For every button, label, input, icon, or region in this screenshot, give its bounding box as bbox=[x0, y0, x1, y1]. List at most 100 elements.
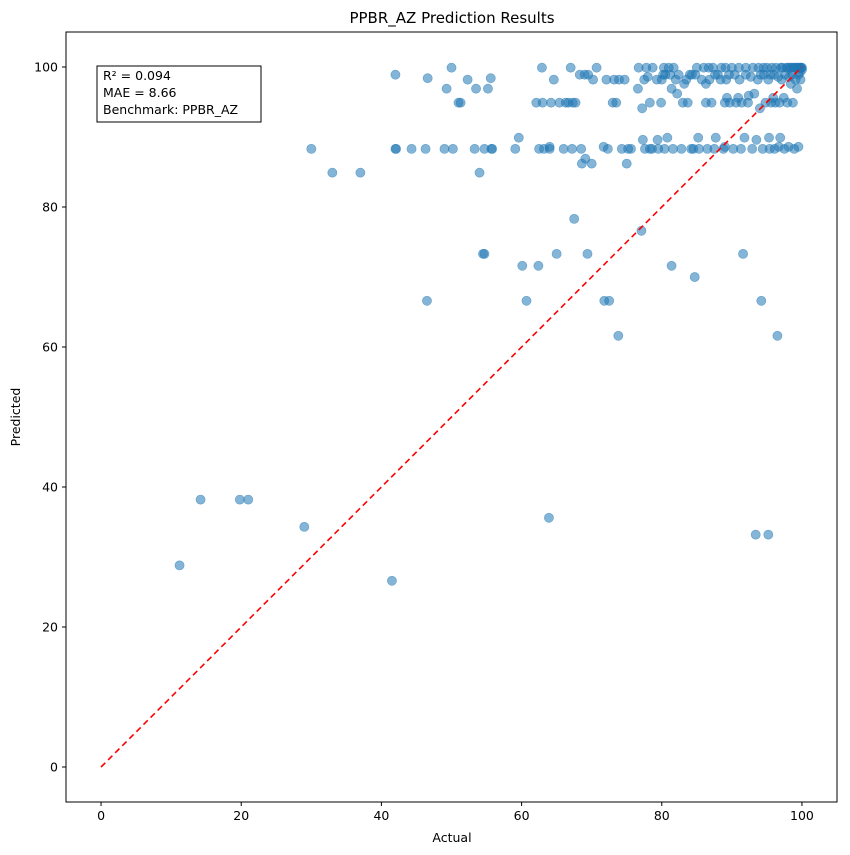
scatter-point bbox=[586, 158, 597, 169]
scatter-point bbox=[327, 167, 338, 178]
scatter-point bbox=[764, 132, 774, 143]
x-tick-label: 20 bbox=[233, 808, 249, 823]
stats-benchmark: Benchmark: PPBR_AZ bbox=[103, 102, 238, 117]
scatter-point bbox=[749, 88, 760, 99]
scatter-point bbox=[619, 74, 630, 85]
scatter-point bbox=[652, 134, 663, 145]
scatter-point bbox=[739, 132, 750, 143]
y-tick-label: 60 bbox=[42, 340, 58, 355]
scatter-point bbox=[234, 494, 245, 505]
scatter-point bbox=[551, 248, 562, 259]
scatter-point bbox=[569, 213, 580, 224]
scatter-point bbox=[797, 64, 807, 75]
reference-line bbox=[100, 66, 803, 768]
scatter-point bbox=[611, 97, 622, 108]
scatter-point bbox=[763, 529, 774, 540]
scatter-point bbox=[406, 143, 417, 154]
scatter-point bbox=[462, 74, 473, 85]
stats-r2: R² = 0.094 bbox=[103, 68, 171, 83]
x-tick-label: 80 bbox=[654, 808, 670, 823]
scatter-point bbox=[471, 83, 481, 94]
scatter-point bbox=[792, 83, 802, 94]
scatter-point bbox=[243, 494, 254, 505]
scatter-point bbox=[306, 143, 317, 154]
chart-title: PPBR_AZ Prediction Results bbox=[349, 9, 554, 28]
scatter-point bbox=[694, 143, 704, 154]
scatter-point bbox=[390, 69, 401, 80]
scatter-point bbox=[355, 167, 366, 178]
y-tick-label: 40 bbox=[42, 480, 58, 495]
scatter-point bbox=[420, 143, 431, 154]
scatter-point bbox=[591, 62, 602, 73]
scatter-point bbox=[676, 143, 687, 154]
scatter-point bbox=[537, 62, 547, 73]
scatter-point bbox=[637, 103, 648, 114]
scatter-point bbox=[689, 272, 700, 282]
scatter-point bbox=[604, 295, 615, 306]
y-tick-label: 20 bbox=[42, 620, 58, 635]
scatter-point bbox=[772, 330, 783, 341]
scatter-point bbox=[613, 330, 624, 341]
scatter-point bbox=[756, 295, 767, 306]
scatter-point bbox=[710, 132, 721, 143]
scatter-point bbox=[747, 143, 758, 154]
scatter-point bbox=[668, 143, 678, 154]
scatter-point bbox=[548, 74, 559, 85]
scatter-point bbox=[668, 62, 679, 73]
scatter-point bbox=[448, 143, 458, 154]
y-tick-label: 0 bbox=[50, 760, 58, 775]
scatter-point bbox=[750, 529, 761, 540]
scatter-point bbox=[546, 97, 556, 108]
scatter-point bbox=[439, 143, 450, 154]
scatter-point bbox=[626, 143, 636, 154]
scatter-point bbox=[474, 167, 485, 178]
scatter-point bbox=[642, 71, 653, 82]
scatter-point bbox=[738, 248, 748, 259]
scatter-point bbox=[485, 73, 496, 84]
scatter-point bbox=[487, 143, 498, 154]
scatter-point bbox=[299, 522, 310, 532]
scatter-point bbox=[513, 132, 524, 143]
scatter-point bbox=[637, 134, 648, 145]
scatter-point bbox=[565, 62, 576, 73]
scatter-point bbox=[483, 83, 493, 94]
scatter-point bbox=[517, 260, 528, 271]
x-tick-label: 60 bbox=[514, 808, 530, 823]
scatter-point bbox=[558, 143, 569, 154]
scatter-point bbox=[422, 73, 433, 84]
scatter-point bbox=[195, 494, 206, 505]
scatter-point bbox=[537, 97, 548, 108]
scatter-point bbox=[582, 248, 593, 259]
scatter-point bbox=[441, 83, 452, 94]
scatter-point bbox=[659, 143, 670, 154]
scatter-point bbox=[544, 143, 555, 154]
stats-annotation-box: R² = 0.094 MAE = 8.66 Benchmark: PPBR_AZ bbox=[96, 65, 262, 123]
scatter-point bbox=[455, 97, 466, 108]
scatter-point bbox=[174, 560, 185, 571]
scatter-point bbox=[787, 97, 798, 108]
x-tick-label: 40 bbox=[373, 808, 389, 823]
scatter-point bbox=[693, 132, 704, 143]
scatter-point bbox=[662, 132, 673, 143]
stats-mae: MAE = 8.66 bbox=[103, 85, 177, 100]
scatter-point bbox=[510, 143, 521, 154]
scatter-point bbox=[469, 143, 480, 154]
scatter-point bbox=[795, 74, 806, 85]
y-tick-label: 80 bbox=[42, 200, 58, 215]
scatter-point bbox=[567, 143, 577, 154]
scatter-point bbox=[422, 295, 432, 306]
scatter-point bbox=[706, 97, 717, 108]
scatter-point bbox=[633, 83, 643, 94]
scatter-point bbox=[666, 260, 677, 271]
y-tick-label: 100 bbox=[34, 60, 58, 75]
scatter-point bbox=[736, 143, 746, 154]
scatter-point bbox=[533, 260, 544, 271]
scatter-point bbox=[602, 143, 613, 154]
scatter-point bbox=[588, 74, 598, 85]
y-axis-label: Predicted bbox=[8, 388, 23, 447]
scatter-point bbox=[391, 143, 402, 154]
scatter-point bbox=[647, 62, 658, 73]
plot-frame bbox=[65, 31, 838, 803]
stats-box-frame bbox=[96, 65, 262, 123]
